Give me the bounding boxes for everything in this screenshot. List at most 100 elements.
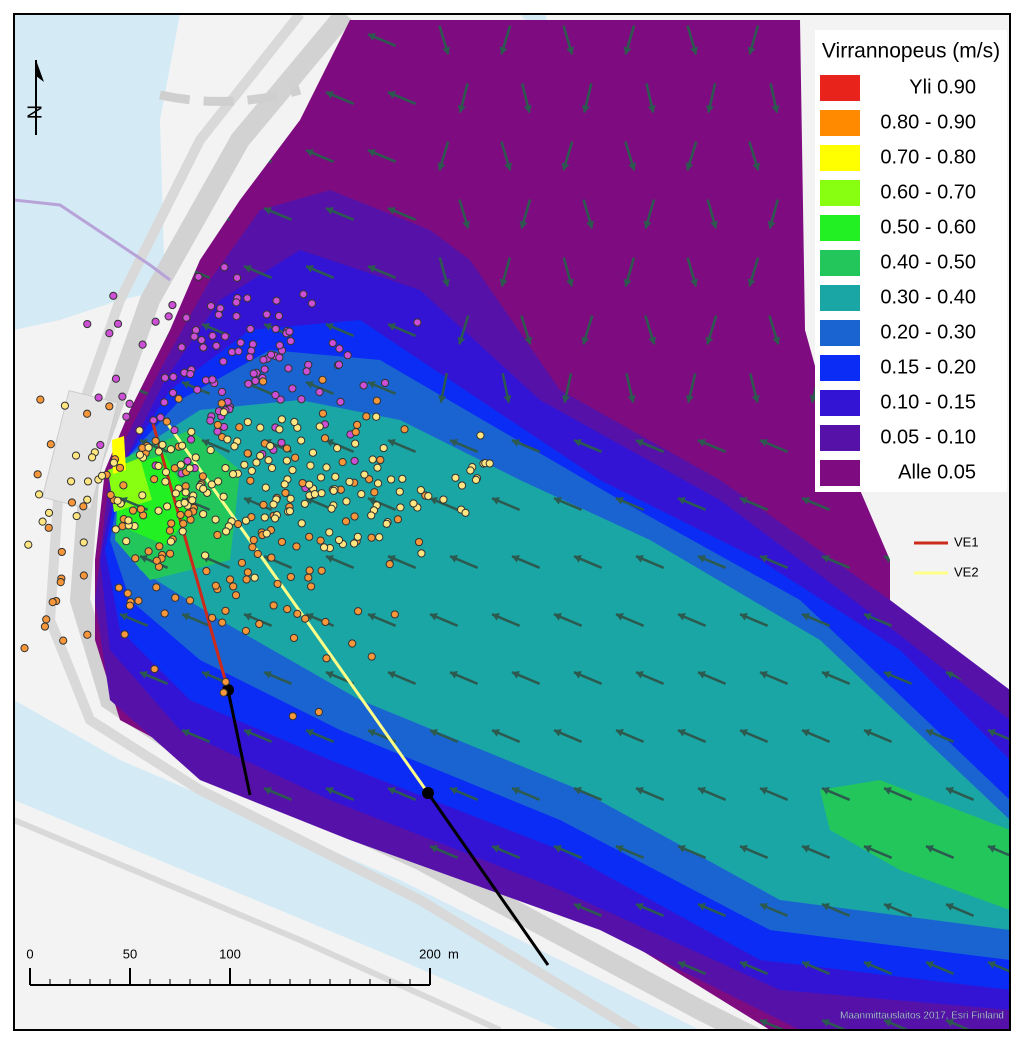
observation-dot xyxy=(166,537,176,546)
observation-dot xyxy=(197,335,206,345)
observation-dot xyxy=(370,488,379,497)
scale-label: 50 xyxy=(123,946,137,961)
observation-dot xyxy=(451,473,460,482)
legend-label: Yli 0.90 xyxy=(909,76,976,98)
observation-dot xyxy=(123,589,132,598)
observation-dot xyxy=(182,313,191,322)
observation-dot xyxy=(250,573,259,582)
observation-dot xyxy=(206,446,215,455)
flow-arrow-head xyxy=(491,497,500,505)
observation-dot xyxy=(350,456,359,466)
route-legend-label: VE2 xyxy=(954,564,979,579)
flow-arrow-head xyxy=(387,207,396,215)
observation-dot xyxy=(301,614,310,623)
observation-dot xyxy=(299,290,308,299)
flow-arrow-head xyxy=(623,278,632,287)
observation-dot xyxy=(219,357,228,366)
observation-dot xyxy=(393,515,403,524)
observation-dot xyxy=(357,489,366,499)
observation-dot xyxy=(288,712,297,721)
flow-arrow-head xyxy=(801,497,810,505)
flow-arrow-head xyxy=(635,903,644,911)
observation-dot xyxy=(308,448,318,457)
observation-dot xyxy=(275,425,284,434)
flow-arrow-head xyxy=(449,439,458,447)
observation-dot xyxy=(152,556,161,565)
flow-arrow-head xyxy=(491,613,500,621)
observation-dot xyxy=(230,442,239,451)
flow-arrow-head xyxy=(635,555,644,563)
observation-dot xyxy=(327,504,336,513)
observation-dot xyxy=(109,458,118,467)
flow-arrow-head xyxy=(429,729,438,737)
observation-dot xyxy=(171,593,180,602)
observation-dot xyxy=(83,319,92,329)
observation-dot xyxy=(261,483,270,492)
flow-arrow-head xyxy=(305,149,314,157)
observation-dot xyxy=(34,490,44,499)
road xyxy=(69,14,763,1030)
observation-dot xyxy=(179,519,188,528)
water xyxy=(14,14,180,330)
observation-dot xyxy=(169,372,178,382)
flow-arrow-head xyxy=(511,787,520,795)
observation-dot xyxy=(306,582,316,591)
observation-dot xyxy=(258,377,268,386)
flow-arrow-head xyxy=(945,671,954,679)
observation-dot xyxy=(199,484,208,493)
observation-dot xyxy=(485,459,494,468)
observation-dot xyxy=(316,536,325,545)
observation-dot xyxy=(111,374,121,383)
legend-swatch xyxy=(820,425,860,451)
observation-dot xyxy=(213,420,222,430)
observation-dot xyxy=(297,519,306,528)
observation-dot xyxy=(206,416,215,425)
observation-dot xyxy=(177,343,186,352)
observation-dot xyxy=(199,509,208,519)
flow-arrow-head xyxy=(367,497,376,505)
flow-arrow-head xyxy=(801,729,810,737)
observation-dot xyxy=(285,507,295,516)
flow-arrow-head xyxy=(387,787,396,795)
observation-dot xyxy=(320,434,330,443)
observation-dot xyxy=(219,408,228,417)
flow-arrow-head xyxy=(863,845,872,853)
flow-arrow-head xyxy=(759,439,768,447)
flow-arrow-head xyxy=(759,903,768,911)
observation-dot xyxy=(185,464,194,473)
observation-dot xyxy=(267,463,277,473)
flow-arrow-head xyxy=(305,613,314,621)
observation-dot xyxy=(24,540,33,549)
observation-dot xyxy=(341,517,351,526)
observation-dot xyxy=(310,490,319,499)
observation-dot xyxy=(176,510,185,520)
observation-dot xyxy=(236,338,245,347)
north-arrow: N xyxy=(24,60,46,135)
observation-dot xyxy=(151,436,160,446)
observation-dot xyxy=(248,543,257,552)
observation-dot xyxy=(105,402,114,411)
flow-arrow-head xyxy=(561,162,570,171)
observation-dot xyxy=(276,395,285,404)
observation-dot xyxy=(156,413,165,422)
observation-dot xyxy=(72,511,81,521)
observation-dot xyxy=(134,596,143,605)
flow-arrow-head xyxy=(581,336,590,345)
observation-dot xyxy=(217,399,226,408)
observation-dot xyxy=(243,449,252,458)
observation-dot xyxy=(338,458,347,467)
observation-dot xyxy=(219,688,228,697)
observation-dot xyxy=(194,272,203,281)
observation-dot xyxy=(256,451,265,460)
flow-arrow-head xyxy=(499,278,508,287)
observation-dot xyxy=(71,451,81,460)
observation-dot xyxy=(135,426,144,435)
observation-dot xyxy=(379,443,388,453)
flow-arrow-head xyxy=(201,439,210,447)
observation-dot xyxy=(307,299,317,308)
flow-arrow-head xyxy=(387,671,396,679)
observation-dot xyxy=(56,578,65,587)
legend-label: 0.05 - 0.10 xyxy=(880,426,976,448)
observation-dot xyxy=(277,415,286,424)
